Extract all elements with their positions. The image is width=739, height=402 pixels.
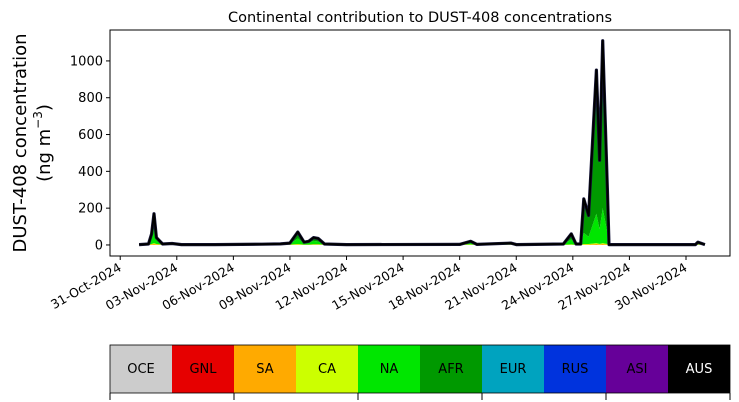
y-axis-units-exponent: −3 xyxy=(31,111,45,129)
legend-swatch-aus xyxy=(668,345,730,393)
legend-swatch-eur xyxy=(482,345,544,393)
legend-swatch-gnl xyxy=(172,345,234,393)
legend-frame xyxy=(109,344,731,394)
legend-label-aus: AUS xyxy=(686,362,713,377)
y-tick-label: 800 xyxy=(78,91,103,106)
legend-label-asi: ASI xyxy=(627,362,648,377)
y-tick-label: 200 xyxy=(78,202,103,217)
plot-frame xyxy=(109,29,731,257)
total-outline-shadow xyxy=(138,39,706,247)
legend: OCE GNL SA CA NA AFR EUR RUS ASI AUS xyxy=(109,344,731,400)
legend-swatch-afr xyxy=(420,345,482,393)
chart-title: Continental contribution to DUST-408 con… xyxy=(228,10,612,26)
y-axis-label-line1: DUST-408 concentration xyxy=(10,33,31,252)
plot-area: 0200400600800100031-Oct-202403-Nov-20240… xyxy=(48,29,731,313)
area-rus xyxy=(139,40,705,245)
legend-label-ca: CA xyxy=(318,362,336,377)
legend-swatch-rus xyxy=(544,345,606,393)
y-tick-label: 0 xyxy=(95,238,103,253)
legend-label-na: NA xyxy=(380,362,399,377)
y-axis-label: DUST-408 concentration xyxy=(10,33,31,252)
y-axis-units-close: ) xyxy=(34,104,55,111)
area-sa xyxy=(139,244,705,245)
area-na xyxy=(139,208,705,245)
legend-label-oce: OCE xyxy=(127,362,155,377)
y-axis-units-base: (ng m xyxy=(34,129,55,182)
legend-swatch-asi xyxy=(606,345,668,393)
y-tick-label: 600 xyxy=(78,128,103,143)
legend-swatch-oce xyxy=(110,345,172,393)
legend-label-eur: EUR xyxy=(500,362,527,377)
y-tick-label: 400 xyxy=(78,165,103,180)
legend-label-afr: AFR xyxy=(438,362,463,377)
total-outline xyxy=(139,39,706,246)
area-afr xyxy=(139,46,705,245)
area-ca xyxy=(139,243,705,245)
y-axis-label-units: (ng m−3) xyxy=(31,104,55,182)
legend-label-sa: SA xyxy=(256,362,273,377)
y-tick-label: 1000 xyxy=(70,54,103,69)
legend-label-gnl: GNL xyxy=(189,362,217,377)
legend-swatch-na xyxy=(358,345,420,393)
legend-swatch-ca xyxy=(296,345,358,393)
legend-label-rus: RUS xyxy=(562,362,589,377)
legend-swatch-sa xyxy=(234,345,296,393)
